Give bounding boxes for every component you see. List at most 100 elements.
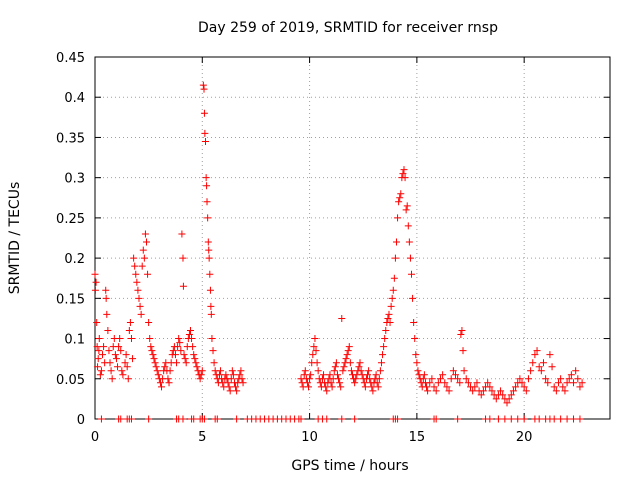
data-point bbox=[165, 379, 173, 387]
data-point bbox=[327, 379, 335, 387]
data-point bbox=[179, 254, 187, 262]
data-point bbox=[307, 371, 315, 379]
data-point bbox=[351, 379, 359, 387]
data-point bbox=[93, 318, 101, 326]
data-point bbox=[111, 351, 119, 359]
data-point bbox=[384, 314, 392, 322]
y-axis: 0 0.05 0.1 0.15 0.2 0.25 0.3 0.35 0.4 0.45 bbox=[56, 51, 610, 428]
data-point bbox=[207, 302, 215, 310]
data-point bbox=[206, 270, 214, 278]
data-point bbox=[201, 129, 209, 137]
data-point bbox=[175, 335, 183, 343]
data-point bbox=[189, 343, 197, 351]
data-point bbox=[338, 314, 346, 322]
data-point bbox=[173, 359, 181, 367]
data-point bbox=[336, 379, 344, 387]
data-point bbox=[548, 363, 556, 371]
data-point bbox=[114, 363, 122, 371]
data-point bbox=[406, 254, 414, 262]
data-point bbox=[373, 379, 381, 387]
data-point bbox=[557, 375, 565, 383]
data-point bbox=[563, 415, 571, 423]
data-point bbox=[121, 359, 129, 367]
data-point bbox=[380, 343, 388, 351]
data-point bbox=[99, 351, 107, 359]
data-point bbox=[141, 230, 149, 238]
data-point bbox=[338, 415, 346, 423]
data-point bbox=[156, 379, 164, 387]
data-point bbox=[441, 379, 449, 387]
data-point bbox=[392, 238, 400, 246]
data-point bbox=[93, 343, 101, 351]
data-point bbox=[527, 367, 535, 375]
data-point bbox=[153, 367, 161, 375]
data-point bbox=[343, 351, 351, 359]
data-point bbox=[477, 391, 485, 399]
data-point bbox=[565, 375, 573, 383]
data-point bbox=[177, 347, 185, 355]
data-point bbox=[185, 331, 193, 339]
data-point bbox=[351, 415, 359, 423]
data-point bbox=[301, 367, 309, 375]
data-point bbox=[368, 383, 376, 391]
data-point bbox=[180, 351, 188, 359]
data-point bbox=[412, 351, 420, 359]
data-point bbox=[559, 383, 567, 391]
data-point bbox=[207, 310, 215, 318]
data-point bbox=[179, 415, 187, 423]
data-point bbox=[311, 335, 319, 343]
x-axis-label: GPS time / hours bbox=[291, 458, 408, 474]
data-point bbox=[305, 383, 313, 391]
data-point bbox=[430, 383, 438, 391]
data-point bbox=[403, 202, 411, 210]
data-point bbox=[400, 166, 408, 174]
data-point bbox=[516, 375, 524, 383]
data-point bbox=[492, 395, 500, 403]
data-point bbox=[328, 383, 336, 391]
data-point bbox=[394, 214, 402, 222]
data-point bbox=[445, 387, 453, 395]
data-point bbox=[91, 270, 99, 278]
data-point bbox=[374, 383, 382, 391]
data-point bbox=[314, 367, 322, 375]
data-point bbox=[193, 363, 201, 371]
data-point bbox=[386, 318, 394, 326]
data-point bbox=[204, 238, 212, 246]
data-point bbox=[375, 375, 383, 383]
data-point bbox=[439, 371, 447, 379]
data-point bbox=[377, 359, 385, 367]
data-point bbox=[310, 343, 318, 351]
data-point bbox=[312, 347, 320, 355]
data-point bbox=[199, 81, 207, 89]
data-point bbox=[520, 383, 528, 391]
data-point bbox=[131, 262, 139, 270]
data-point bbox=[535, 415, 543, 423]
data-point bbox=[202, 174, 210, 182]
data-point bbox=[408, 270, 416, 278]
data-point bbox=[136, 302, 144, 310]
data-point bbox=[340, 363, 348, 371]
data-point bbox=[171, 351, 179, 359]
y-tick-label: 0.35 bbox=[56, 131, 85, 146]
data-point bbox=[497, 387, 505, 395]
x-tick-label: 10 bbox=[301, 430, 318, 445]
data-point bbox=[361, 383, 369, 391]
data-point bbox=[550, 383, 558, 391]
data-point bbox=[576, 383, 584, 391]
data-point bbox=[537, 367, 545, 375]
data-point bbox=[150, 355, 158, 363]
data-point bbox=[428, 375, 436, 383]
data-point bbox=[146, 335, 154, 343]
data-point bbox=[570, 415, 578, 423]
data-point bbox=[570, 379, 578, 387]
data-point bbox=[105, 347, 113, 355]
data-point bbox=[462, 375, 470, 383]
data-point bbox=[507, 415, 515, 423]
data-point bbox=[209, 347, 217, 355]
data-point bbox=[130, 254, 138, 262]
data-point bbox=[486, 415, 494, 423]
data-point bbox=[473, 379, 481, 387]
data-point bbox=[152, 363, 160, 371]
